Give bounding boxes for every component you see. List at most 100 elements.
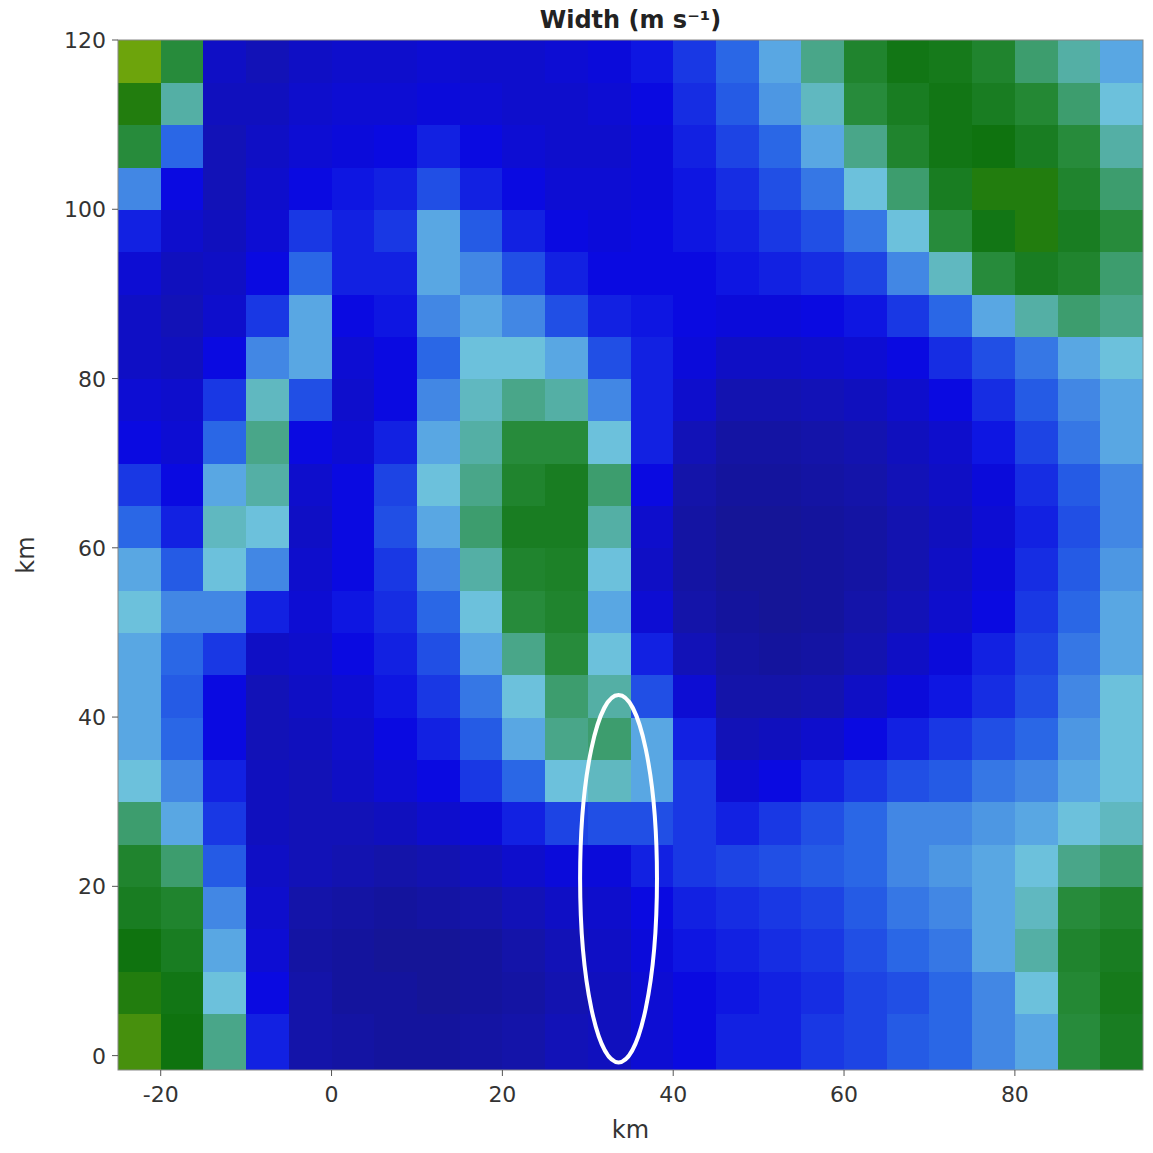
heatmap-cell xyxy=(332,209,375,252)
heatmap-cell xyxy=(759,675,802,718)
heatmap-cell xyxy=(246,886,289,929)
heatmap-cell xyxy=(972,82,1015,125)
heatmap-cell xyxy=(972,252,1015,295)
heatmap-cell xyxy=(588,125,631,168)
heatmap-cell xyxy=(844,1013,887,1070)
heatmap-cell xyxy=(460,548,503,591)
heatmap-cell xyxy=(374,252,417,295)
heatmap-cell xyxy=(417,167,460,210)
heatmap-cell xyxy=(1100,844,1143,887)
heatmap-cell xyxy=(1100,379,1143,422)
heatmap-cell xyxy=(887,971,930,1014)
heatmap-cell xyxy=(203,717,246,760)
heatmap-cell xyxy=(673,125,716,168)
heatmap-cell xyxy=(417,886,460,929)
heatmap-cell xyxy=(759,590,802,633)
heatmap-cell xyxy=(332,505,375,548)
heatmap-cell xyxy=(801,336,844,379)
heatmap-cell xyxy=(716,125,759,168)
heatmap-cell xyxy=(460,590,503,633)
heatmap-cell xyxy=(844,802,887,845)
heatmap-cell xyxy=(1015,929,1058,972)
heatmap-cell xyxy=(929,252,972,295)
heatmap-cell xyxy=(289,802,332,845)
heatmap-cell xyxy=(588,294,631,337)
heatmap-cell xyxy=(161,125,204,168)
heatmap-cell xyxy=(844,548,887,591)
heatmap-cell xyxy=(545,717,588,760)
heatmap-cell xyxy=(502,548,545,591)
heatmap-cell xyxy=(417,590,460,633)
heatmap-cell xyxy=(502,1013,545,1070)
heatmap-cell xyxy=(460,632,503,675)
heatmap-cell xyxy=(246,971,289,1014)
heatmap-cell xyxy=(759,971,802,1014)
x-tick xyxy=(844,1070,845,1076)
heatmap-cell xyxy=(887,125,930,168)
heatmap-cell xyxy=(759,167,802,210)
heatmap-cell xyxy=(374,209,417,252)
heatmap-cell xyxy=(118,40,161,83)
heatmap-cell xyxy=(716,844,759,887)
heatmap-cell xyxy=(502,125,545,168)
y-axis-title: km xyxy=(12,536,40,573)
x-tick-label: 20 xyxy=(488,1082,516,1107)
heatmap-cell xyxy=(844,40,887,83)
heatmap-cell xyxy=(203,421,246,464)
heatmap-cell xyxy=(801,1013,844,1070)
heatmap-cell xyxy=(118,971,161,1014)
heatmap-cell xyxy=(588,548,631,591)
heatmap-cell xyxy=(801,463,844,506)
y-tick xyxy=(112,209,118,210)
heatmap-cell xyxy=(716,759,759,802)
heatmap-cell xyxy=(289,844,332,887)
heatmap-cell xyxy=(246,125,289,168)
heatmap-cell xyxy=(716,675,759,718)
heatmap-cell xyxy=(929,1013,972,1070)
heatmap-cell xyxy=(588,971,631,1014)
heatmap-cell xyxy=(759,336,802,379)
heatmap-cell xyxy=(460,717,503,760)
heatmap-cell xyxy=(417,971,460,1014)
heatmap-cell xyxy=(332,886,375,929)
heatmap-cell xyxy=(118,632,161,675)
heatmap-cell xyxy=(246,548,289,591)
heatmap-cell xyxy=(801,294,844,337)
heatmap-cell xyxy=(1100,40,1143,83)
heatmap-cell xyxy=(929,675,972,718)
heatmap-cell xyxy=(203,294,246,337)
heatmap-cell xyxy=(929,82,972,125)
heatmap-cell xyxy=(588,82,631,125)
heatmap-cell xyxy=(203,82,246,125)
heatmap-cell xyxy=(1058,82,1101,125)
heatmap-cell xyxy=(374,294,417,337)
heatmap-cell xyxy=(1058,209,1101,252)
heatmap-cell xyxy=(1015,971,1058,1014)
heatmap-cell xyxy=(203,252,246,295)
heatmap-cell xyxy=(332,632,375,675)
heatmap-cell xyxy=(161,167,204,210)
heatmap-cell xyxy=(631,209,674,252)
heatmap-cell xyxy=(417,505,460,548)
heatmap-cell xyxy=(118,802,161,845)
heatmap-cell xyxy=(716,209,759,252)
heatmap-cell xyxy=(417,802,460,845)
heatmap-cell xyxy=(1058,252,1101,295)
heatmap-cell xyxy=(203,40,246,83)
heatmap-cell xyxy=(1100,336,1143,379)
heatmap-cell xyxy=(417,125,460,168)
heatmap-cell xyxy=(545,463,588,506)
heatmap-cell xyxy=(289,632,332,675)
heatmap-cell xyxy=(374,82,417,125)
heatmap-cell xyxy=(844,379,887,422)
heatmap-cell xyxy=(844,505,887,548)
heatmap-cell xyxy=(332,1013,375,1070)
heatmap-cell xyxy=(246,40,289,83)
heatmap-cell xyxy=(673,717,716,760)
heatmap-cell xyxy=(417,844,460,887)
heatmap-cell xyxy=(460,82,503,125)
heatmap-cell xyxy=(887,1013,930,1070)
heatmap-cell xyxy=(1015,675,1058,718)
heatmap-cell xyxy=(374,40,417,83)
heatmap-cell xyxy=(289,717,332,760)
